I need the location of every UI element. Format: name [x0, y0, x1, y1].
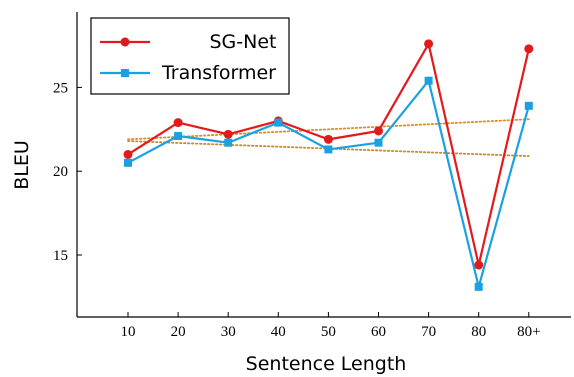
y-tick-label-20: 20	[53, 164, 68, 180]
series-line-transformer	[127, 79, 530, 288]
data-point-sg-net-80	[524, 44, 534, 54]
data-point-transformer-40	[274, 118, 283, 127]
x-tick-label-10: 10	[121, 324, 136, 340]
legend-label-transformer: Transformer	[161, 62, 276, 84]
data-point-transformer-10	[124, 158, 132, 167]
legend-label-sg-net: SG-Net	[210, 31, 277, 53]
x-tick-label-70: 70	[421, 324, 436, 340]
legend-marker-sg-net	[120, 37, 130, 47]
x-tick-label-60: 60	[371, 324, 386, 340]
data-point-sg-net-30	[223, 129, 233, 139]
data-point-transformer-70	[424, 76, 433, 85]
y-axis-title: BLEU	[11, 140, 33, 190]
plot-area	[123, 39, 534, 291]
data-point-sg-net-70	[424, 39, 434, 49]
data-point-transformer-30	[224, 138, 233, 147]
data-point-transformer-80	[474, 282, 483, 291]
y-tick-label-15: 15	[53, 248, 68, 264]
x-tick-label-30: 30	[221, 324, 236, 340]
data-point-transformer-50	[324, 145, 333, 154]
data-point-sg-net-20	[173, 118, 183, 128]
legend-box	[90, 17, 290, 95]
x-tick-label-80: 80+	[517, 324, 540, 340]
x-axis-title: Sentence Length	[246, 353, 407, 375]
x-tick-label-40: 40	[271, 324, 286, 340]
legend: SG-Net Transformer	[90, 17, 290, 95]
x-tick-label-50: 50	[321, 324, 336, 340]
data-point-sg-net-60	[374, 126, 383, 136]
legend-marker-transformer	[121, 69, 129, 77]
axes	[76, 12, 571, 318]
data-point-sg-net-50	[323, 134, 333, 144]
x-ticks: 10 20 30 40 50 60 70 80 80+	[121, 312, 541, 340]
data-point-transformer-60	[374, 138, 383, 147]
data-point-transformer-80	[524, 101, 533, 110]
y-ticks: 15 20 25	[53, 80, 82, 264]
y-tick-label-25: 25	[53, 80, 68, 96]
data-point-transformer-20	[174, 132, 183, 141]
trendline-sg-net	[127, 118, 530, 141]
data-point-sg-net-80	[474, 260, 484, 270]
x-tick-label-80: 80	[471, 324, 486, 340]
data-point-sg-net-10	[123, 149, 133, 159]
x-tick-label-20: 20	[171, 324, 186, 340]
